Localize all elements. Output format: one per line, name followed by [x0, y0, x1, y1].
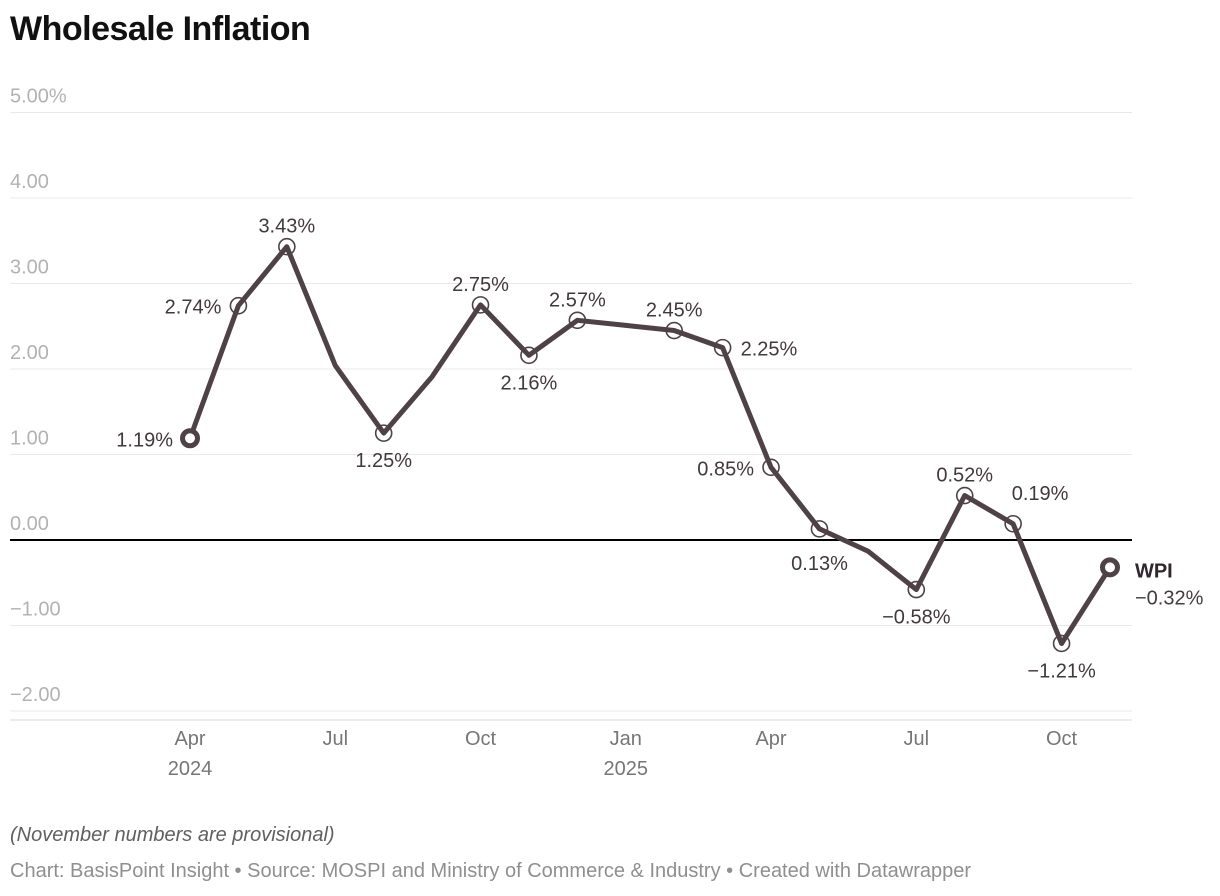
- data-point-label: 2.45%: [646, 300, 703, 322]
- point-labels-group: 1.19% 2.74% 3.43% 1.25% 2.75% 2.16% 2.57% 2.45%…: [116, 216, 1096, 683]
- data-point-label: −1.21%: [1027, 661, 1096, 683]
- chart-title: Wholesale Inflation: [10, 10, 311, 48]
- line-series-group: [187, 244, 1113, 646]
- wpi-line: [187, 244, 1113, 646]
- x-tick-label: Oct: [465, 728, 497, 750]
- x-tick-label: Jan: [610, 728, 642, 750]
- emphasized-point-marker: [1099, 557, 1120, 578]
- data-point-label: 2.25%: [741, 339, 798, 361]
- y-tick-label: 2.00: [10, 342, 49, 364]
- point-markers-group: [181, 237, 1071, 653]
- data-point-label: 2.75%: [452, 274, 509, 296]
- data-point-label: 3.43%: [258, 216, 315, 238]
- x-axis-labels-group: Apr 2024 Jul Oct Jan 2025 Apr Jul Oct: [168, 728, 1078, 780]
- data-point-label: 0.85%: [697, 458, 754, 480]
- chart-note: (November numbers are provisional): [10, 824, 335, 846]
- x-tick-label: Oct: [1046, 728, 1078, 750]
- series-end-name: WPI: [1135, 560, 1173, 582]
- data-point-label: 2.57%: [549, 289, 606, 311]
- data-point-label: 1.25%: [355, 450, 412, 472]
- data-point-label: 0.19%: [1012, 483, 1069, 505]
- emphasis-markers-group: [180, 428, 1120, 578]
- x-tick-year-label: 2025: [604, 758, 649, 780]
- y-tick-label: 3.00: [10, 257, 49, 279]
- end-label-group: WPI −0.32%: [1135, 560, 1204, 609]
- emphasized-point-marker: [180, 428, 200, 449]
- plot-area: 5.00% 4.00 3.00 2.00 1.00 0.00 −1.00 −2.00 Apr 2…: [10, 86, 1204, 780]
- y-tick-label: −2.00: [10, 684, 61, 706]
- gridlines-group: [10, 112, 1132, 721]
- data-point-label: 2.16%: [501, 372, 558, 394]
- y-axis-labels-group: 5.00% 4.00 3.00 2.00 1.00 0.00 −1.00 −2.00: [10, 86, 67, 707]
- x-tick-year-label: 2024: [168, 758, 213, 780]
- data-point-label: −0.58%: [882, 607, 951, 629]
- y-tick-label: 5.00%: [10, 86, 67, 108]
- x-tick-label: Apr: [174, 728, 205, 750]
- x-tick-label: Jul: [322, 728, 348, 750]
- y-tick-label: 1.00: [10, 428, 49, 450]
- chart-byline: Chart: BasisPoint Insight • Source: MOSP…: [10, 860, 972, 882]
- x-tick-label: Jul: [904, 728, 930, 750]
- y-tick-label: 0.00: [10, 513, 49, 535]
- data-point-label: 1.19%: [116, 429, 173, 451]
- y-tick-label: 4.00: [10, 171, 49, 193]
- y-tick-label: −1.00: [10, 599, 61, 621]
- x-tick-label: Apr: [755, 728, 786, 750]
- data-point-label: 2.74%: [165, 297, 222, 319]
- data-point-label: 0.13%: [791, 553, 848, 575]
- series-end-value: −0.32%: [1135, 587, 1204, 609]
- data-point-label: 0.52%: [936, 465, 993, 487]
